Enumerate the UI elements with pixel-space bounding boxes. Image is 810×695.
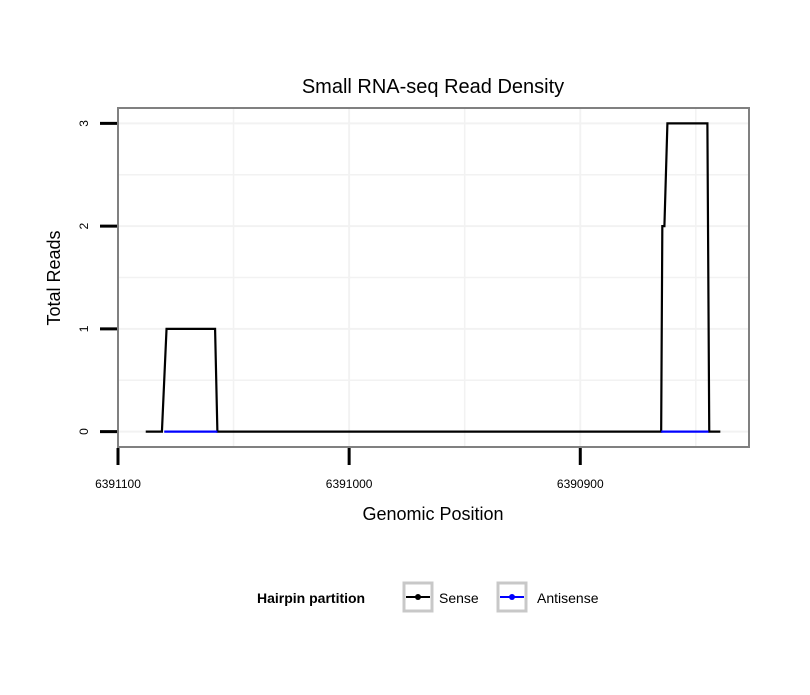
legend-key-sense [402, 581, 434, 613]
legend-title: Hairpin partition [257, 590, 365, 606]
legend-key-antisense [496, 581, 528, 613]
x-tick-label: 6391100 [95, 477, 141, 491]
y-axis: 0 1 2 3 [77, 120, 117, 435]
y-tick-label: 2 [77, 222, 91, 229]
x-axis: 6391100 6391000 6390900 [95, 448, 604, 491]
series-layer [145, 122, 721, 433]
y-tick-label: 0 [77, 428, 91, 435]
series-line-sense [145, 122, 721, 433]
legend-label-sense: Sense [439, 590, 479, 606]
y-tick-label: 1 [77, 325, 91, 332]
x-tick-label: 6390900 [557, 477, 604, 491]
grid [118, 108, 749, 447]
x-tick-label: 6391000 [326, 477, 373, 491]
plot-panel-border [117, 107, 750, 448]
legend: Hairpin partition Sense Antisense [257, 581, 599, 613]
chart-title: Small RNA-seq Read Density [302, 76, 564, 98]
y-axis-label: Total Reads [44, 230, 64, 325]
legend-label-antisense: Antisense [537, 590, 599, 606]
x-axis-label: Genomic Position [362, 504, 503, 524]
y-tick-label: 3 [77, 120, 91, 127]
